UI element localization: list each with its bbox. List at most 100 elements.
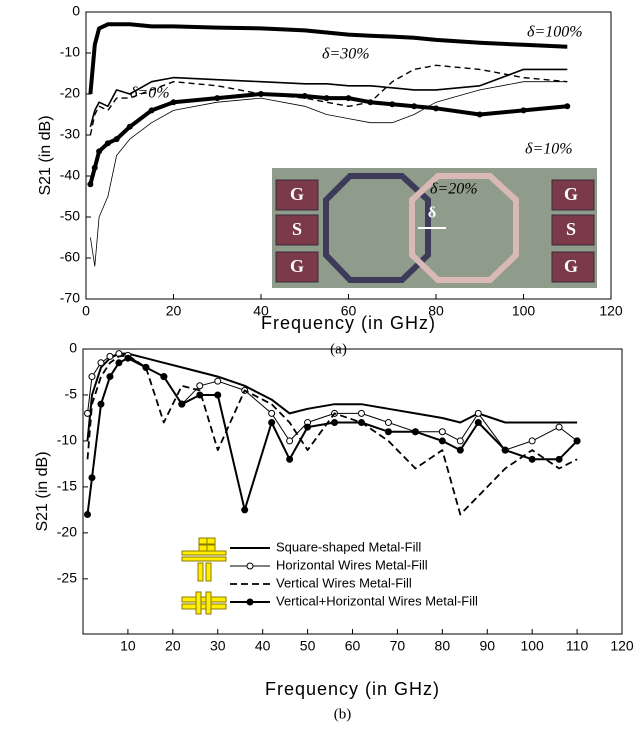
marker <box>438 437 446 445</box>
marker <box>456 437 464 445</box>
icon <box>181 550 227 556</box>
icon <box>206 537 216 545</box>
x-tick-label: 30 <box>210 638 226 654</box>
marker <box>331 419 339 427</box>
marker <box>88 474 96 482</box>
inset-label: G <box>564 256 578 276</box>
marker <box>345 95 352 102</box>
legend-label: Horizontal Wires Metal-Fill <box>276 557 428 572</box>
y-tick-label: -30 <box>60 126 80 142</box>
marker <box>196 382 204 390</box>
marker <box>528 437 536 445</box>
marker <box>170 99 177 106</box>
inset-label: G <box>290 256 304 276</box>
caption: (b) <box>334 706 352 722</box>
plot-frame <box>82 348 623 635</box>
y-tick-label: 0 <box>69 340 77 356</box>
marker <box>268 419 276 427</box>
series-label: δ=10% <box>525 141 573 158</box>
marker <box>258 91 264 97</box>
x-tick-label: 0 <box>82 303 90 319</box>
x-tick-label: 20 <box>165 638 181 654</box>
marker <box>91 164 98 171</box>
marker <box>286 437 294 445</box>
marker <box>367 99 374 106</box>
y-axis-label: S21 (in dB) <box>37 115 54 195</box>
series-line <box>90 81 568 267</box>
inset-label: S <box>292 219 302 239</box>
icon <box>205 562 212 582</box>
inset-label: G <box>564 184 578 204</box>
legend-icons <box>181 537 227 615</box>
y-tick-label: -10 <box>60 44 80 60</box>
marker <box>88 373 96 381</box>
marker <box>411 428 419 436</box>
y-tick-label: -50 <box>60 208 80 224</box>
marker <box>87 181 94 188</box>
y-tick-label: -20 <box>60 85 80 101</box>
marker <box>384 419 392 427</box>
inductor-right <box>409 173 519 283</box>
marker <box>97 400 105 408</box>
marker <box>438 428 446 436</box>
marker <box>96 148 103 155</box>
legend-label: Square-shaped Metal-Fill <box>276 539 421 554</box>
inset-label: δ <box>428 205 436 222</box>
marker <box>474 409 482 417</box>
marker <box>476 111 483 118</box>
icon <box>198 544 208 552</box>
x-tick-label: 50 <box>300 638 316 654</box>
marker <box>555 423 563 431</box>
icon <box>195 591 202 615</box>
icon <box>198 537 208 545</box>
series-label: δ=100% <box>527 24 583 41</box>
marker <box>389 101 396 108</box>
x-tick-label: 10 <box>120 638 136 654</box>
pad <box>275 251 319 283</box>
series-line <box>88 22 568 95</box>
pad <box>551 214 595 246</box>
legend-label: Vertical+Horizontal Wires Metal-Fill <box>276 593 478 608</box>
marker <box>196 391 204 399</box>
y-axis-label: S21 (in dB) <box>34 451 51 531</box>
y-tick-label: -70 <box>60 290 80 306</box>
series-label: δ=20% <box>430 181 478 198</box>
marker <box>564 103 571 110</box>
marker <box>357 409 365 417</box>
x-axis-label: Frequency (in GHz) <box>265 679 440 699</box>
x-tick-label: 70 <box>390 638 406 654</box>
marker <box>214 377 222 385</box>
icon <box>206 544 216 552</box>
series-line <box>89 68 568 128</box>
icon <box>181 556 227 562</box>
marker <box>178 400 186 408</box>
legend-label: Vertical Wires Metal-Fill <box>276 575 412 590</box>
marker <box>106 373 114 381</box>
marker <box>384 428 392 436</box>
legend-marker <box>246 598 254 606</box>
x-tick-label: 20 <box>166 303 182 319</box>
y-tick-label: -20 <box>57 524 77 540</box>
marker <box>528 455 536 463</box>
x-tick-label: 120 <box>610 638 634 654</box>
pad <box>275 214 319 246</box>
marker <box>106 352 114 360</box>
marker <box>214 95 221 102</box>
pad <box>551 251 595 283</box>
series-label: δ=30% <box>322 46 370 63</box>
x-tick-label: 80 <box>428 303 444 319</box>
marker <box>573 437 581 445</box>
y-tick-label: -60 <box>60 249 80 265</box>
marker <box>456 446 464 454</box>
x-axis-label: Frequency (in GHz) <box>261 313 436 333</box>
marker <box>501 446 509 454</box>
marker <box>474 419 482 427</box>
x-tick-label: 80 <box>435 638 451 654</box>
series-line <box>86 354 578 516</box>
marker <box>286 455 294 463</box>
legend-marker <box>246 562 254 570</box>
x-tick-label: 40 <box>253 303 269 319</box>
marker <box>83 409 91 417</box>
